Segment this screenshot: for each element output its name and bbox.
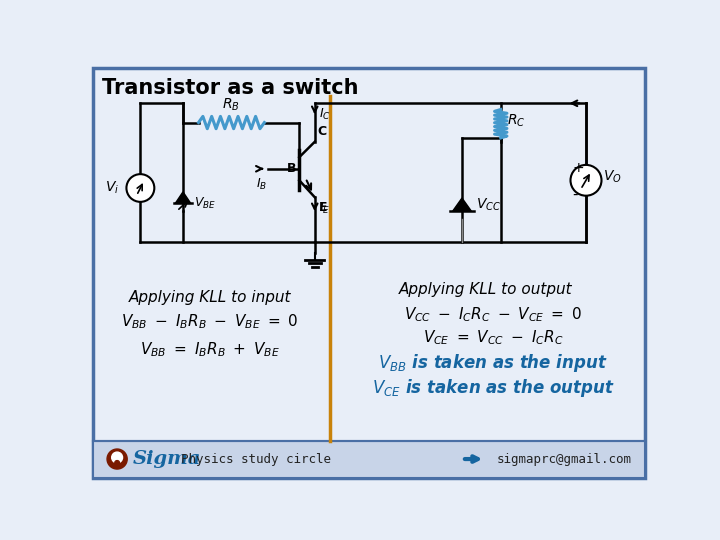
Text: $I_B$: $I_B$ bbox=[256, 177, 268, 192]
FancyBboxPatch shape bbox=[93, 68, 645, 477]
Circle shape bbox=[127, 174, 154, 202]
Text: Applying KLL to input: Applying KLL to input bbox=[129, 290, 292, 305]
Text: $V_{BB}\ =\ I_BR_B\ +\ V_{BE}$: $V_{BB}\ =\ I_BR_B\ +\ V_{BE}$ bbox=[140, 340, 280, 359]
Text: $V_{CE}\ =\ V_{CC}\ -\ I_CR_C$: $V_{CE}\ =\ V_{CC}\ -\ I_CR_C$ bbox=[423, 329, 563, 348]
Bar bbox=[93, 441, 645, 477]
Text: +: + bbox=[572, 161, 584, 175]
Text: C: C bbox=[318, 125, 327, 138]
Polygon shape bbox=[175, 192, 191, 204]
Text: Transistor as a switch: Transistor as a switch bbox=[102, 78, 358, 98]
Text: $R_B$: $R_B$ bbox=[222, 97, 240, 113]
Text: E: E bbox=[319, 201, 327, 214]
Polygon shape bbox=[453, 198, 472, 211]
Circle shape bbox=[570, 165, 601, 195]
Text: sigmaprc@gmail.com: sigmaprc@gmail.com bbox=[497, 453, 632, 465]
Text: $V_{CC}\ -\ I_CR_C\ -\ V_{CE}\ =\ 0$: $V_{CC}\ -\ I_CR_C\ -\ V_{CE}\ =\ 0$ bbox=[404, 306, 582, 325]
Text: $V_{BB}$ is taken as the input: $V_{BB}$ is taken as the input bbox=[378, 352, 608, 374]
Text: $V_i$: $V_i$ bbox=[104, 180, 119, 196]
Text: $V_{BE}$: $V_{BE}$ bbox=[194, 196, 216, 211]
Text: $I_E$: $I_E$ bbox=[319, 200, 330, 215]
Text: $V_{CC}$: $V_{CC}$ bbox=[476, 197, 501, 213]
Text: -: - bbox=[572, 187, 577, 201]
Text: $V_{CE}$ is taken as the output: $V_{CE}$ is taken as the output bbox=[372, 377, 614, 399]
Text: Physics study circle: Physics study circle bbox=[181, 453, 331, 465]
Text: $V_O$: $V_O$ bbox=[603, 168, 622, 185]
Circle shape bbox=[114, 461, 120, 465]
Text: $V_{BB}\ -\ I_BR_B\ -\ V_{BE}\ =\ 0$: $V_{BB}\ -\ I_BR_B\ -\ V_{BE}\ =\ 0$ bbox=[121, 312, 299, 330]
Text: $I_C$: $I_C$ bbox=[319, 107, 330, 123]
Text: B: B bbox=[287, 162, 296, 176]
Text: Sigma: Sigma bbox=[132, 450, 201, 468]
Circle shape bbox=[112, 452, 122, 463]
Text: $R_C$: $R_C$ bbox=[507, 113, 526, 129]
Text: Applying KLL to output: Applying KLL to output bbox=[398, 282, 572, 297]
Circle shape bbox=[107, 449, 127, 469]
